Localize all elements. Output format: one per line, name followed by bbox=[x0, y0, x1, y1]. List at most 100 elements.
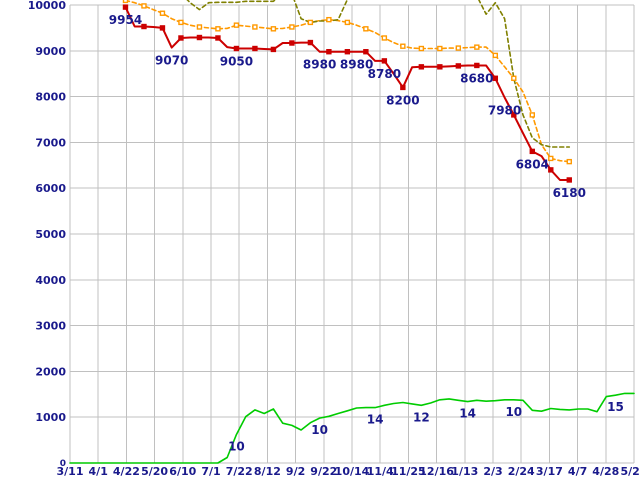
marker-price-primary bbox=[566, 177, 572, 183]
x-axis-label: 7/1 bbox=[201, 465, 220, 478]
marker-price-high bbox=[363, 26, 369, 32]
marker-price-high bbox=[289, 24, 295, 30]
data-label: 15 bbox=[607, 400, 624, 414]
marker-price-primary bbox=[529, 148, 535, 155]
series-volume bbox=[69, 392, 635, 464]
x-axis-label: 8/12 bbox=[254, 465, 281, 478]
marker-price-high bbox=[511, 75, 517, 81]
marker-price-high bbox=[307, 19, 314, 26]
marker-price-high bbox=[566, 158, 572, 165]
grid-lines bbox=[69, 4, 635, 464]
data-label: 8980 bbox=[340, 58, 373, 72]
x-axis-label: 9/2 bbox=[286, 465, 305, 478]
y-axis-label: 5000 bbox=[35, 228, 66, 241]
y-axis-label: 7000 bbox=[35, 136, 66, 149]
data-label: 10 bbox=[505, 405, 522, 419]
marker-price-primary bbox=[344, 49, 351, 55]
marker-price-primary bbox=[196, 34, 203, 41]
data-label: 14 bbox=[367, 413, 384, 427]
series-price-primary bbox=[124, 6, 571, 181]
x-axis-label: 2/24 bbox=[508, 465, 535, 478]
y-axis-label: 6000 bbox=[35, 182, 66, 195]
marker-price-high bbox=[215, 26, 221, 32]
marker-price-high bbox=[233, 22, 240, 28]
x-axis-label: 2/3 bbox=[483, 465, 502, 478]
x-axis-label: 3/11 bbox=[57, 465, 84, 478]
marker-price-primary bbox=[548, 167, 554, 173]
marker-price-primary bbox=[215, 35, 221, 41]
x-axis-label: 12/16 bbox=[419, 465, 454, 478]
marker-price-primary bbox=[270, 46, 277, 53]
marker-price-high bbox=[178, 19, 184, 26]
x-axis-label: 5/26 bbox=[621, 465, 640, 478]
marker-price-primary bbox=[233, 45, 240, 52]
marker-price-high bbox=[252, 24, 258, 30]
data-label: 9050 bbox=[220, 55, 253, 69]
marker-price-high bbox=[381, 35, 388, 41]
data-label: 12 bbox=[413, 410, 430, 424]
x-axis-label: 4/22 bbox=[113, 465, 140, 478]
x-axis-label: 7/22 bbox=[226, 465, 253, 478]
marker-price-primary bbox=[474, 62, 480, 69]
marker-price-primary bbox=[159, 25, 166, 31]
data-label: 6804 bbox=[516, 157, 549, 171]
marker-price-high bbox=[326, 16, 332, 23]
marker-price-high bbox=[122, 0, 129, 4]
y-axis-label: 4000 bbox=[35, 274, 66, 287]
marker-price-high bbox=[474, 44, 480, 50]
series-markers bbox=[122, 0, 572, 183]
marker-price-primary bbox=[400, 84, 406, 91]
marker-price-primary bbox=[289, 40, 295, 46]
x-axis-label: 4/28 bbox=[592, 465, 619, 478]
data-label: 10 bbox=[228, 440, 245, 454]
x-axis-label: 11/25 bbox=[391, 465, 426, 478]
x-axis-label: 5/20 bbox=[141, 465, 168, 478]
data-label: 14 bbox=[459, 407, 476, 421]
marker-price-high bbox=[455, 45, 462, 51]
x-axis-label: 3/17 bbox=[536, 465, 563, 478]
marker-price-high bbox=[344, 19, 351, 26]
x-axis-label: 4/7 bbox=[568, 465, 587, 478]
marker-price-high bbox=[159, 10, 166, 16]
series-price-band bbox=[186, 0, 571, 148]
marker-price-primary bbox=[511, 112, 517, 118]
x-axis-label: 10/14 bbox=[335, 465, 370, 478]
data-label: 6180 bbox=[553, 186, 586, 200]
marker-price-primary bbox=[141, 23, 147, 30]
x-axis-label: 9/22 bbox=[310, 465, 337, 478]
marker-price-high bbox=[400, 43, 406, 49]
y-axis-label: 8000 bbox=[35, 91, 66, 104]
marker-price-primary bbox=[437, 64, 443, 70]
data-label: 9070 bbox=[155, 54, 188, 68]
data-label: 8680 bbox=[460, 71, 493, 85]
data-label: 8200 bbox=[386, 93, 419, 107]
marker-price-primary bbox=[418, 64, 425, 70]
data-label: 8780 bbox=[368, 67, 401, 81]
y-axis-label: 2000 bbox=[35, 365, 66, 378]
y-axis-label: 3000 bbox=[35, 320, 66, 333]
x-axis-label: 6/10 bbox=[169, 465, 196, 478]
marker-price-primary bbox=[326, 49, 332, 55]
marker-price-primary bbox=[492, 75, 499, 81]
marker-price-primary bbox=[178, 35, 184, 41]
y-axis-label: 1000 bbox=[35, 411, 66, 424]
x-axis-label: 4/1 bbox=[89, 465, 108, 478]
marker-price-high bbox=[492, 52, 499, 59]
marker-price-primary bbox=[363, 49, 369, 55]
data-label: 10 bbox=[311, 423, 328, 437]
data-label: 9954 bbox=[109, 13, 142, 27]
marker-price-primary bbox=[122, 4, 129, 10]
x-axis-tick-labels: 3/11 4/1 4/22 5/20 6/10 7/1 7/22 8/12 9/2 9/2210/… bbox=[57, 465, 640, 478]
data-label: 7980 bbox=[488, 104, 521, 118]
data-label: 8980 bbox=[303, 58, 336, 72]
marker-price-high bbox=[270, 26, 277, 32]
marker-price-high bbox=[437, 45, 443, 52]
marker-price-primary bbox=[455, 63, 462, 69]
x-axis-label: 11/4 bbox=[367, 465, 394, 478]
marker-price-high bbox=[529, 112, 535, 118]
y-axis-tick-labels: 0 1000 2000 3000 4000 5000 6000 7000 8000 9000 100… bbox=[28, 0, 67, 469]
marker-price-high bbox=[418, 45, 425, 52]
